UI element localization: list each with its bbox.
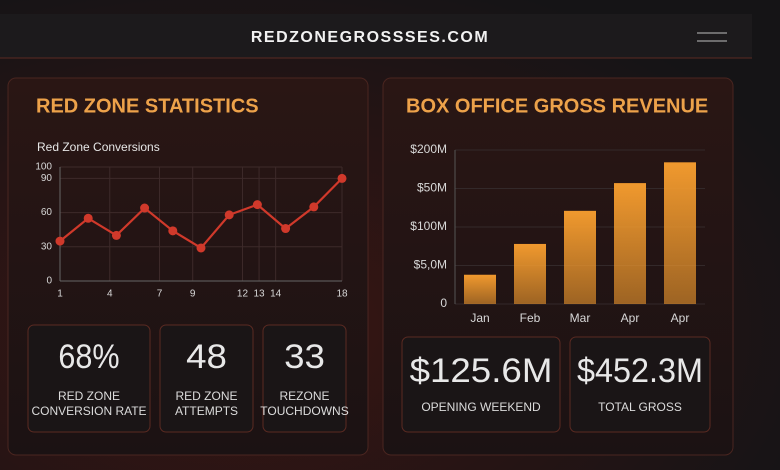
x-tick-label: 9 [190,289,196,300]
x-tick-label: 14 [270,289,282,300]
kpi-card [401,336,561,433]
point [224,210,234,220]
bar [464,274,496,304]
point [83,213,93,223]
kpi-label: RED ZONE [58,389,120,403]
kpi-label: CONVERSION RATE [31,404,146,418]
kpi-card [159,324,254,433]
point [140,203,150,213]
kpi-label: ATTEMPTS [175,404,238,418]
kpi-value: 68% [58,338,119,376]
kpi-card [27,324,151,433]
y-tick-label: 100 [35,162,52,173]
kpi-label: REZONE [279,389,329,403]
x-tick-label: 18 [336,289,348,300]
kpi-label: TOTAL GROSS [598,400,682,414]
x-tick-label: 1 [57,289,63,300]
x-tick-label: 4 [107,289,113,300]
header-bar [0,14,752,58]
kpi-label: RED ZONE [175,389,237,403]
y-tick-label: 90 [41,173,53,184]
x-tick-label: 12 [237,289,249,300]
point [111,230,121,240]
menu-icon[interactable] [697,32,727,42]
kpi-card [262,324,347,433]
bar [514,243,546,304]
point [252,200,262,210]
point [168,226,178,236]
kpi-value: $125.6M [410,352,553,390]
kpi-value: 33 [284,338,325,376]
y-tick-label: 0 [46,276,52,287]
bar [664,162,696,304]
bar [614,183,646,304]
kpi-label: TOUCHDOWNS [260,404,348,418]
x-tick-label: 7 [157,289,163,300]
kpi-value: $452.3M [577,352,703,390]
point [281,224,291,234]
point [55,236,65,246]
x-tick-label: Feb [520,311,541,325]
point [196,243,206,253]
y-tick-label: $5,0M [414,258,447,272]
y-tick-label: 0 [440,296,447,310]
kpi-card [569,336,711,433]
y-tick-label: $200M [410,142,447,156]
x-tick-label: Apr [621,311,640,325]
kpi-value: 48 [186,338,227,376]
kpi-label: OPENING WEEKEND [421,400,541,414]
x-tick-label: 13 [253,289,265,300]
x-tick-label: Mar [570,311,591,325]
x-tick-label: Apr [671,311,690,325]
chart-title: Red Zone Conversions [37,140,160,154]
y-tick-label: $50M [417,181,447,195]
panel-title: RED ZONE STATISTICS [36,95,259,117]
bar [564,210,596,304]
point [337,173,347,183]
site-title: REDZONEGROSSSES.COM [251,29,489,46]
x-tick-label: Jan [470,311,489,325]
y-tick-label: $100M [410,219,447,233]
y-tick-label: 60 [41,207,53,218]
point [309,202,319,212]
panel-title: BOX OFFICE GROSS REVENUE [406,95,708,117]
y-tick-label: 30 [41,241,53,252]
